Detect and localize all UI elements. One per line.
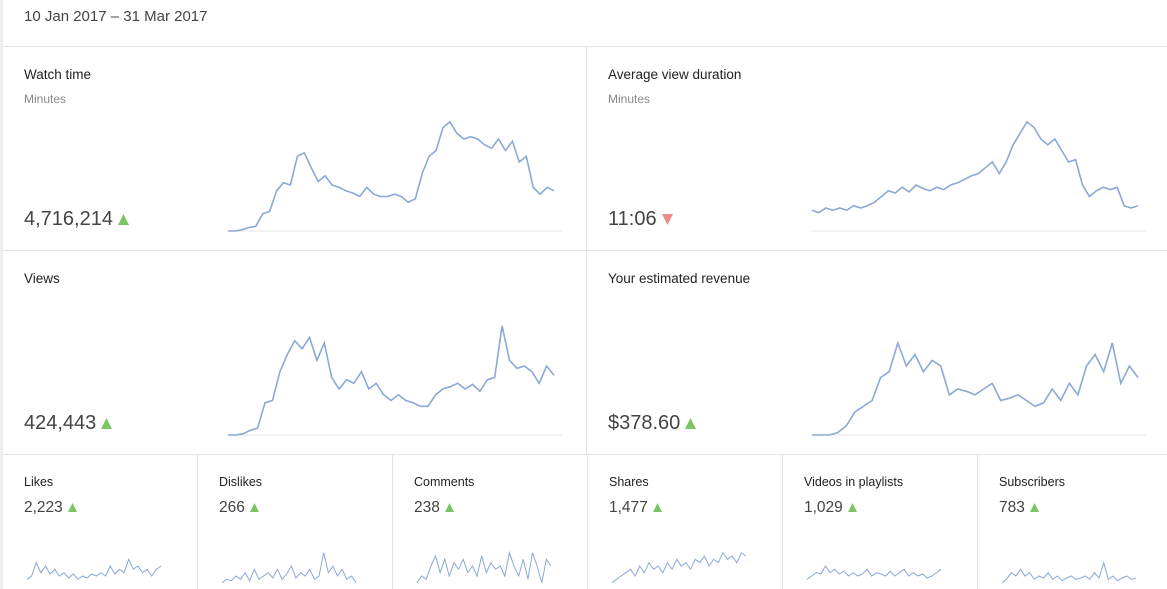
- trend-arrow: [685, 418, 697, 429]
- trend-icon: [444, 503, 454, 512]
- sparkline-path: [416, 550, 552, 583]
- trend-icon: [101, 418, 113, 429]
- metric-title: Average view duration: [608, 67, 742, 82]
- trend-arrow: [1029, 503, 1039, 512]
- metric-unit: Minutes: [608, 92, 651, 106]
- trend-arrow: [652, 503, 662, 512]
- metric-card[interactable]: Videos in playlists 1,029: [783, 454, 978, 589]
- sparkline-path: [806, 565, 942, 580]
- metric-card[interactable]: Watch time Minutes 4,716,214: [3, 46, 587, 250]
- sparkline: [26, 557, 162, 580]
- metric-unit: Minutes: [24, 92, 67, 106]
- metric-title: Watch time: [24, 67, 92, 82]
- sparkline-path: [811, 120, 1139, 214]
- metric-title: Your estimated revenue: [608, 271, 751, 286]
- metric-value: 1,029: [804, 499, 857, 517]
- sparkline-path: [812, 340, 1139, 436]
- metric-title: Comments: [414, 475, 475, 489]
- trend-icon: [652, 503, 662, 512]
- sparkline: [812, 340, 1146, 436]
- metric-value: 424,443: [24, 412, 113, 435]
- sparkline: [1001, 560, 1137, 584]
- metric-title: Likes: [24, 475, 54, 489]
- trend-icon: [249, 503, 259, 512]
- sparkline: [416, 550, 552, 583]
- trend-arrow: [67, 503, 77, 512]
- metric-title: Shares: [609, 475, 649, 489]
- metric-value: 2,223: [24, 499, 77, 517]
- date-range: 10 Jan 2017 – 31 Mar 2017: [24, 8, 208, 25]
- metric-card[interactable]: Comments 238: [393, 454, 588, 589]
- metric-value: 238: [414, 499, 454, 517]
- trend-icon: [847, 503, 857, 512]
- sparkline-path: [611, 551, 747, 584]
- sparkline-path: [228, 325, 555, 436]
- trend-icon: [685, 418, 697, 429]
- metric-card[interactable]: Dislikes 266: [198, 454, 393, 589]
- metric-title: Views: [24, 271, 60, 286]
- trend-arrow: [117, 214, 129, 225]
- metric-card[interactable]: Shares 1,477: [588, 454, 783, 589]
- metric-value: $378.60: [608, 412, 697, 435]
- metric-title: Subscribers: [999, 475, 1065, 489]
- metric-card[interactable]: Likes 2,223: [3, 454, 198, 589]
- sparkline: [228, 325, 562, 436]
- sparkline-path: [221, 552, 357, 584]
- metric-value: 266: [219, 499, 259, 517]
- metric-value: 783: [999, 499, 1039, 517]
- trend-arrow: [101, 418, 113, 429]
- metric-card[interactable]: Average view duration Minutes 11:06: [587, 46, 1167, 250]
- trend-arrow: [444, 503, 454, 512]
- trend-icon: [117, 214, 129, 225]
- trend-arrow: [661, 214, 673, 225]
- metric-card[interactable]: Views 424,443: [3, 250, 587, 454]
- trend-arrow: [249, 503, 259, 512]
- trend-icon: [1029, 503, 1039, 512]
- metric-title: Dislikes: [219, 475, 263, 489]
- sparkline-path: [228, 120, 555, 232]
- trend-arrow: [847, 503, 857, 512]
- sparkline-path: [26, 557, 162, 580]
- trend-icon: [661, 214, 673, 225]
- sparkline: [811, 120, 1146, 232]
- sparkline-path: [1001, 560, 1137, 584]
- metric-title: Videos in playlists: [804, 475, 904, 489]
- metric-card[interactable]: Your estimated revenue $378.60: [587, 250, 1167, 454]
- metric-card[interactable]: Subscribers 783: [978, 454, 1167, 589]
- metric-value: 1,477: [609, 499, 662, 517]
- trend-icon: [67, 503, 77, 512]
- sparkline: [611, 551, 747, 584]
- sparkline: [221, 552, 357, 584]
- sparkline: [806, 565, 942, 580]
- metric-value: 11:06: [608, 208, 673, 231]
- metric-value: 4,716,214: [24, 208, 129, 231]
- sparkline: [228, 120, 562, 232]
